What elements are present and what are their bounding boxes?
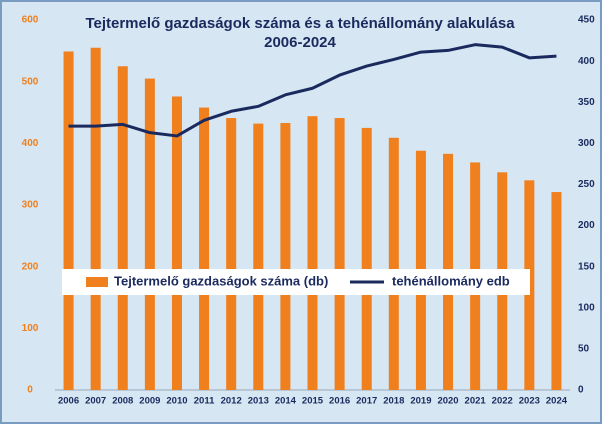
y2-tick-label: 250	[578, 179, 595, 190]
x-tick-label: 2019	[410, 396, 431, 407]
bar	[63, 51, 74, 390]
y2-tick-label: 200	[578, 220, 595, 231]
y-tick-label: 600	[22, 15, 39, 26]
legend-label: Tejtermelő gazdaságok száma (db)	[114, 273, 328, 288]
x-tick-label: 2008	[112, 396, 133, 407]
bar	[334, 118, 345, 391]
x-tick-label: 2015	[302, 396, 324, 407]
line	[68, 43, 557, 138]
legend-label: tehénállomány edb	[392, 273, 510, 288]
y-tick-label: 400	[22, 138, 39, 149]
x-tick-label: 2006	[58, 396, 79, 407]
bar	[551, 192, 562, 390]
bar	[144, 78, 155, 390]
chart-subtitle: 2006-2024	[264, 34, 336, 51]
legend-box	[62, 269, 530, 295]
x-tick-label: 2024	[546, 396, 568, 407]
y2-tick-label: 450	[578, 15, 595, 26]
y2-tick-label: 0	[578, 385, 584, 396]
y2-tick-label: 400	[578, 56, 595, 67]
legend-swatch	[86, 277, 108, 287]
x-tick-label: 2009	[139, 396, 160, 407]
bar	[171, 96, 182, 390]
y2-tick-label: 150	[578, 261, 595, 272]
chart-title: Tejtermelő gazdaságok száma és a tehénál…	[85, 15, 515, 32]
y2-tick-label: 300	[578, 138, 595, 149]
x-tick-label: 2010	[166, 396, 187, 407]
bar	[361, 127, 372, 391]
y2-tick-label: 100	[578, 302, 595, 313]
x-tick-label: 2023	[519, 396, 540, 407]
y-tick-label: 500	[22, 76, 39, 87]
bar	[90, 47, 101, 390]
y-tick-label: 100	[22, 323, 39, 334]
x-tick-label: 2012	[221, 396, 242, 407]
bar	[226, 118, 237, 391]
x-tick-label: 2018	[383, 396, 404, 407]
y2-tick-label: 350	[578, 97, 595, 108]
x-tick-label: 2007	[85, 396, 106, 407]
x-tick-label: 2013	[248, 396, 269, 407]
bar	[199, 107, 210, 391]
y-tick-label: 0	[27, 385, 33, 396]
y-tick-label: 200	[22, 261, 39, 272]
x-tick-label: 2014	[275, 396, 297, 407]
y-tick-label: 300	[22, 200, 39, 211]
bar	[307, 116, 318, 390]
x-tick-label: 2016	[329, 396, 350, 407]
bar	[117, 66, 128, 390]
x-tick-label: 2017	[356, 396, 377, 407]
bar	[280, 122, 291, 390]
x-tick-label: 2020	[437, 396, 458, 407]
x-tick-label: 2011	[194, 396, 215, 407]
x-tick-label: 2021	[465, 396, 487, 407]
bar	[253, 123, 264, 390]
y2-tick-label: 50	[578, 344, 590, 355]
bar	[388, 137, 399, 390]
x-tick-label: 2022	[492, 396, 513, 407]
